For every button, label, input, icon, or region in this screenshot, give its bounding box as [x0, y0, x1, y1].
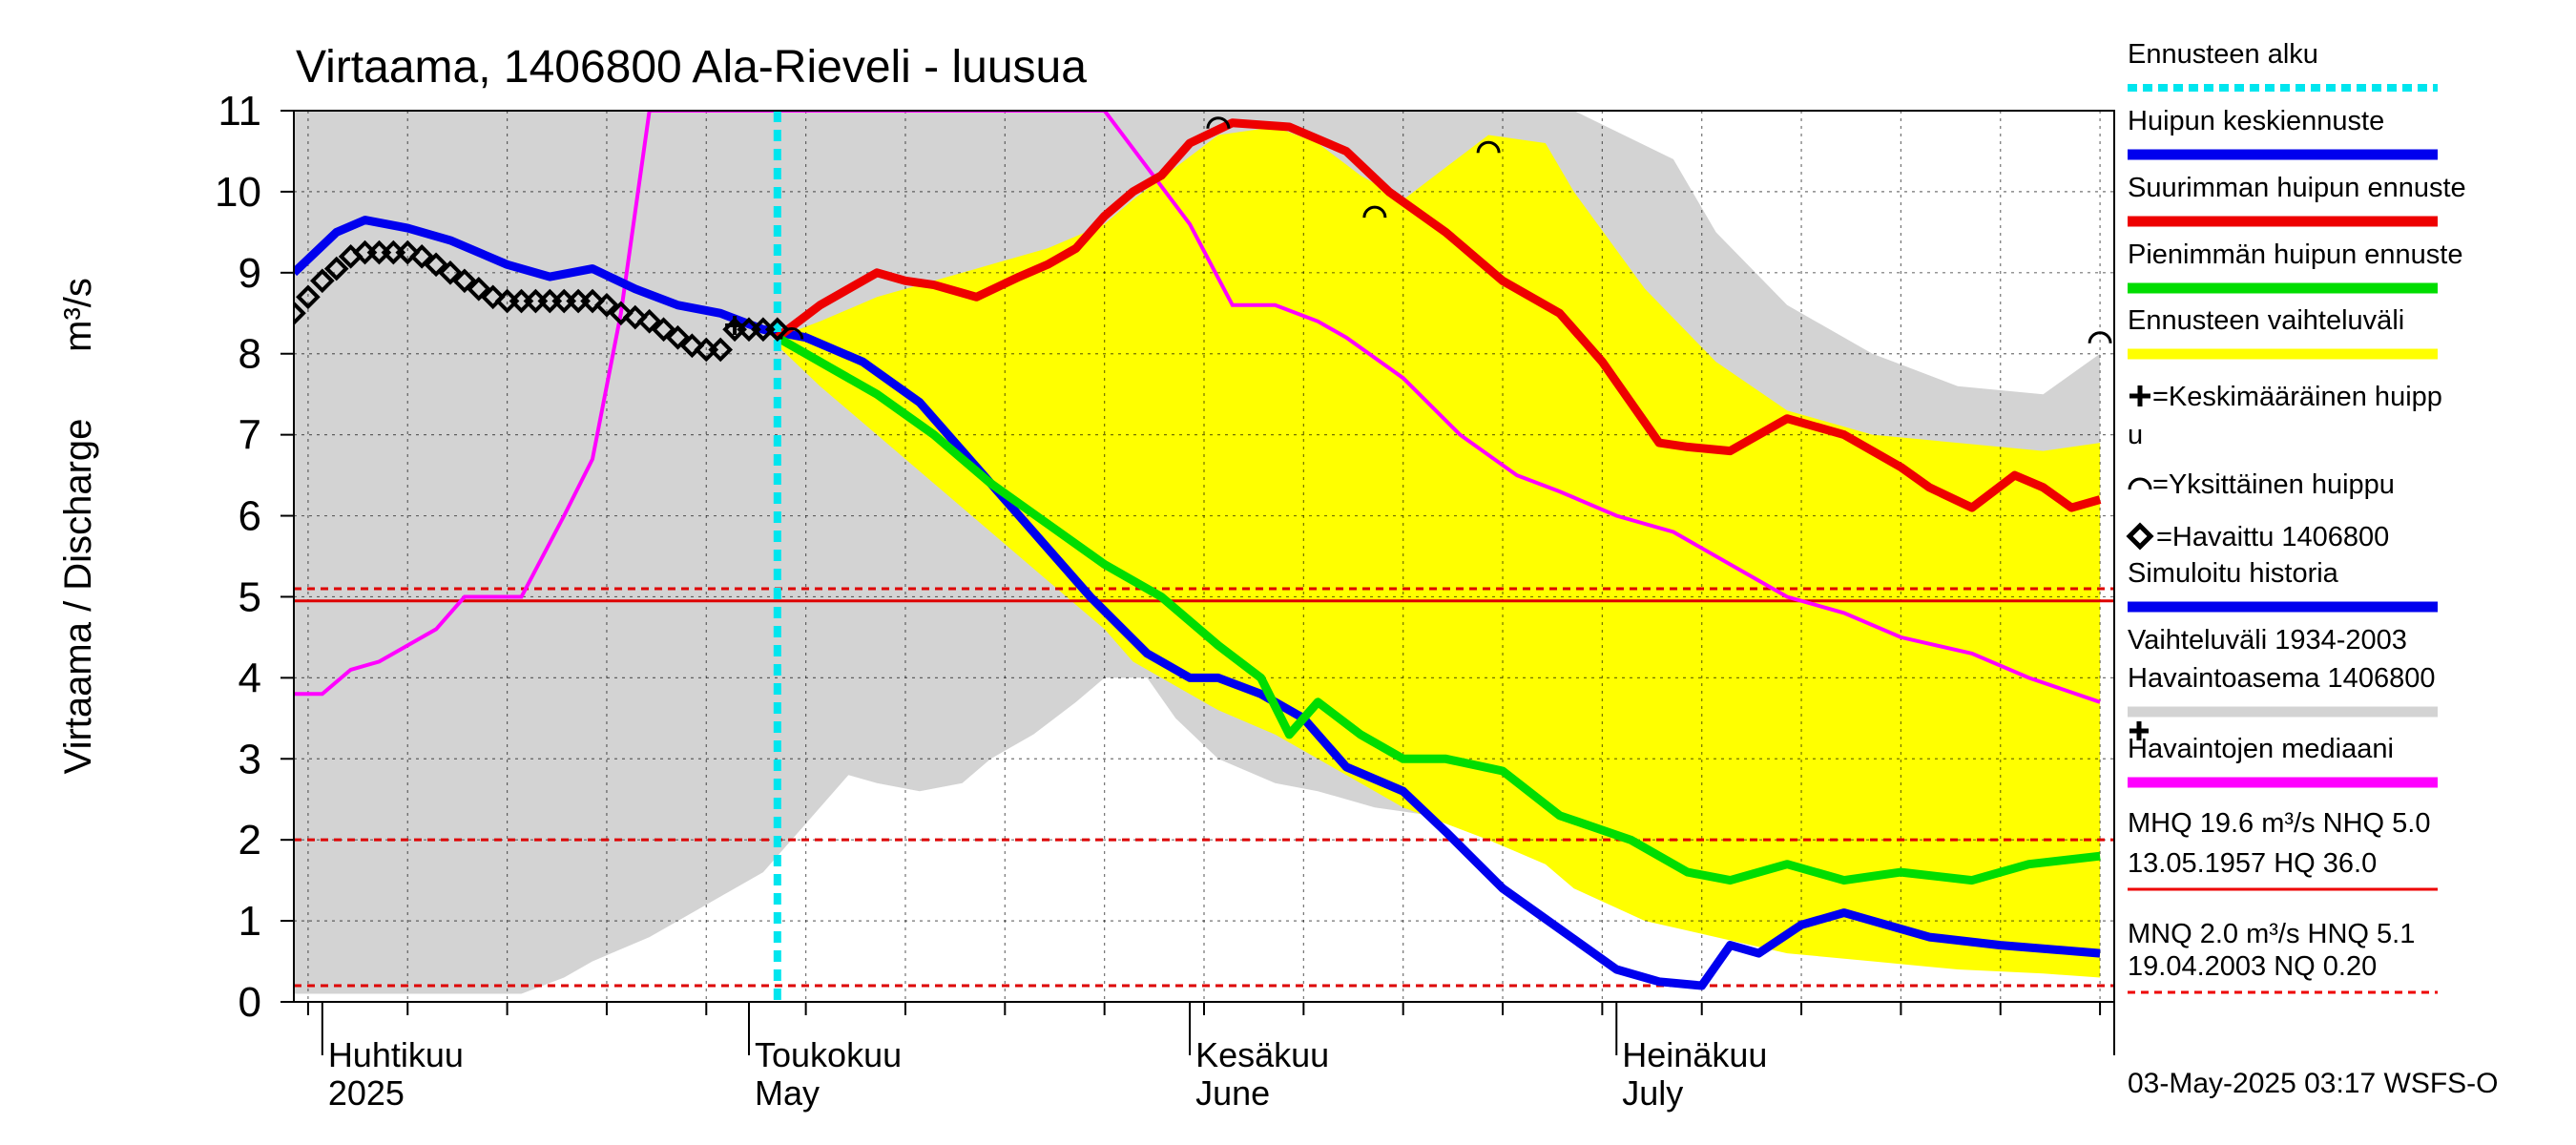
month-label-fi: Kesäkuu — [1195, 1035, 1329, 1074]
single-peak-marker — [779, 327, 804, 340]
observed-point — [580, 288, 605, 314]
median-line — [294, 111, 2101, 704]
y-tick-label: 2 — [239, 817, 261, 864]
chart-title: Virtaama, 1406800 Ala-Rieveli - luusua — [296, 42, 1087, 93]
min-peak-forecast-line — [775, 333, 2101, 885]
legend-forecast-band-label: Ennusteen vaihteluväli — [2128, 305, 2404, 336]
legend-single-peak-marker-symbol — [2128, 477, 2152, 490]
single-peak-marker — [1476, 140, 1501, 154]
legend-historical-range-label: Vaihteluväli 1934-2003 — [2128, 625, 2407, 656]
simulated-history-line — [294, 216, 2101, 990]
legend-median-label: Havaintojen mediaani — [2128, 734, 2394, 764]
forecast-range-band — [777, 127, 2101, 978]
legend-mean-peak-label: Huipun keskiennuste — [2128, 106, 2384, 136]
y-tick-label: 8 — [239, 331, 261, 378]
legend-mean-peak-marker-label: =Keskimääräinen huipp — [2152, 382, 2442, 412]
y-tick-label: 6 — [239, 493, 261, 540]
observed-point — [480, 284, 506, 310]
y-tick-label: 3 — [239, 736, 261, 782]
y-tick-label: 5 — [239, 573, 261, 620]
y-axis-unit: m³/s — [57, 278, 99, 352]
legend-observed-symbol — [2126, 522, 2154, 551]
single-peak-marker — [2088, 331, 2112, 344]
y-axis-label: Virtaama / Discharge — [57, 419, 99, 775]
observed-point — [594, 292, 619, 318]
y-tick-label: 4 — [239, 655, 261, 701]
observed-point — [764, 317, 790, 343]
legend-mean-peak-marker-label-2: u — [2128, 420, 2143, 450]
observed-point — [438, 260, 463, 285]
observed-point — [296, 284, 321, 310]
legend-stats-high-line2: 13.05.1957 HQ 36.0 — [2128, 848, 2377, 879]
observed-point — [708, 337, 734, 363]
grid — [294, 111, 2114, 1002]
legend-stats-low-line2: 19.04.2003 NQ 0.20 — [2128, 951, 2377, 982]
observed-point — [424, 252, 448, 278]
legend-mean-peak-marker-symbol — [2129, 385, 2150, 406]
month-label-en: June — [1195, 1073, 1270, 1113]
mean-peak-marker — [725, 316, 745, 336]
max-peak-forecast-line — [775, 118, 2102, 512]
observed-point — [466, 276, 491, 302]
y-tick-label: 7 — [239, 412, 261, 459]
observed-point — [323, 256, 349, 281]
timestamp-footer: 03-May-2025 03:17 WSFS-O — [2128, 1068, 2499, 1099]
plot-area — [294, 111, 2114, 1002]
legend-forecast-start-label: Ennusteen alku — [2128, 39, 2318, 70]
y-tick-label: 9 — [239, 250, 261, 297]
y-tick-label: 0 — [239, 979, 261, 1026]
legend-stats-low-line1: MNQ 2.0 m³/s HNQ 5.1 — [2128, 919, 2415, 949]
legend: Ennusteen alku Huipun keskiennuste Suurimm… — [2126, 39, 2466, 994]
legend-max-peak-label: Suurimman huipun ennuste — [2128, 173, 2466, 203]
legend-historical-range-label-2: Havaintoasema 1406800 — [2128, 663, 2435, 694]
month-label-en: 2025 — [328, 1073, 405, 1113]
observed-point — [651, 317, 676, 343]
y-tick-label: 1 — [239, 898, 261, 945]
month-label-fi: Toukokuu — [755, 1035, 902, 1074]
observed-point — [395, 239, 421, 265]
observed-point — [622, 304, 648, 330]
legend-stats-high-line1: MHQ 19.6 m³/s NHQ 5.0 — [2128, 808, 2430, 839]
y-tick-label: 11 — [218, 88, 261, 135]
month-label-en: July — [1622, 1073, 1683, 1113]
legend-observed-label: =Havaittu 1406800 — [2156, 522, 2389, 552]
observed-point — [665, 324, 691, 350]
observed-point — [679, 333, 705, 359]
month-label-fi: Heinäkuu — [1622, 1035, 1767, 1074]
single-peak-marker — [1206, 116, 1231, 129]
legend-min-peak-label: Pienimmän huipun ennuste — [2128, 239, 2462, 270]
observed-point — [452, 268, 477, 294]
month-label-fi: Huhtikuu — [328, 1035, 464, 1074]
legend-plus-marker — [2129, 721, 2149, 740]
y-tick-label: 10 — [215, 169, 261, 216]
legend-single-peak-marker-label: =Yksittäinen huippu — [2152, 469, 2395, 500]
single-peak-marker — [1362, 205, 1387, 219]
observed-point — [409, 244, 434, 269]
observed-point — [309, 268, 335, 294]
month-label-en: May — [755, 1073, 820, 1113]
legend-simulated-history-label: Simuloitu historia — [2128, 558, 2339, 589]
observed-point — [609, 301, 634, 326]
observed-point — [294, 301, 306, 326]
observed-point — [636, 308, 662, 334]
